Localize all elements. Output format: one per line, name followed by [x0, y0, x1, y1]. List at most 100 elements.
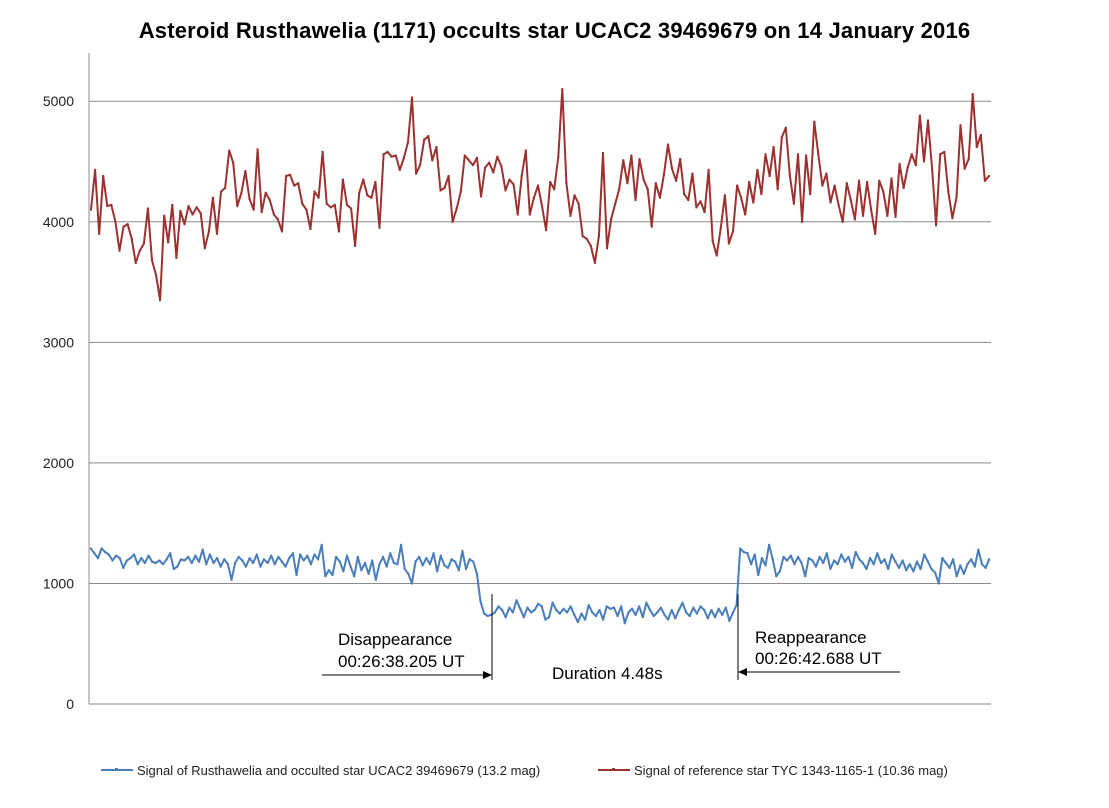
data-point-reference-star	[671, 167, 673, 170]
data-point-reference-star	[813, 120, 816, 123]
data-point-occulted-star	[681, 601, 684, 604]
data-point-reference-star	[732, 230, 734, 233]
data-point-occulted-star	[865, 568, 868, 570]
data-point-occulted-star	[613, 606, 615, 609]
data-point-reference-star	[971, 93, 974, 95]
series-lines	[89, 88, 991, 625]
data-point-reference-star	[683, 193, 686, 196]
data-point-occulted-star	[757, 574, 760, 576]
data-point-reference-star	[313, 190, 316, 193]
data-point-occulted-star	[104, 551, 107, 554]
duration-label: Duration 4.48s	[552, 664, 663, 683]
data-point-occulted-star	[948, 566, 951, 569]
data-point-occulted-star	[674, 617, 677, 620]
data-point-reference-star	[947, 190, 950, 193]
data-point-reference-star	[573, 194, 576, 197]
data-point-reference-star	[415, 172, 418, 175]
data-point-occulted-star	[944, 562, 947, 564]
data-point-occulted-star	[313, 553, 316, 556]
data-point-reference-star	[451, 220, 454, 223]
data-point-reference-star	[528, 213, 531, 216]
data-point-occulted-star	[277, 555, 280, 558]
data-point-reference-star	[350, 207, 353, 210]
data-point-reference-star	[906, 166, 909, 169]
data-point-occulted-star	[208, 553, 211, 556]
y-tick-label: 3000	[43, 334, 74, 350]
data-point-occulted-star	[663, 613, 666, 616]
data-point-occulted-star	[937, 582, 940, 585]
data-point-reference-star	[687, 199, 690, 202]
data-point-occulted-star	[475, 572, 478, 575]
data-point-reference-star	[711, 240, 714, 243]
data-point-occulted-star	[959, 564, 962, 567]
legend-label-occulted-star: Signal of Rusthawelia and occulted star …	[137, 763, 540, 778]
data-point-reference-star	[667, 143, 669, 146]
data-point-occulted-star	[825, 552, 828, 555]
data-point-reference-star	[90, 208, 92, 211]
data-point-reference-star	[817, 153, 820, 156]
data-point-reference-star	[914, 164, 917, 167]
data-point-reference-star	[650, 225, 653, 228]
data-point-reference-star	[939, 153, 942, 156]
data-point-occulted-star	[818, 555, 821, 558]
data-point-reference-star	[126, 223, 129, 226]
data-point-occulted-star	[234, 562, 237, 564]
data-point-reference-star	[707, 168, 710, 171]
data-point-occulted-star	[515, 599, 518, 602]
data-point-occulted-star	[800, 562, 803, 564]
data-point-occulted-star	[962, 572, 965, 575]
data-point-reference-star	[358, 191, 361, 194]
data-point-occulted-star	[901, 559, 904, 562]
data-point-reference-star	[504, 189, 507, 192]
data-point-occulted-star	[746, 552, 749, 555]
data-point-occulted-star	[717, 607, 720, 610]
data-point-reference-star	[256, 148, 259, 151]
data-point-reference-star	[927, 119, 929, 122]
data-point-reference-star	[443, 187, 446, 189]
data-point-occulted-star	[591, 611, 594, 614]
data-point-reference-star	[167, 241, 170, 244]
data-point-occulted-star	[544, 618, 547, 621]
data-point-reference-star	[658, 196, 661, 199]
data-point-reference-star	[138, 249, 141, 252]
series-line-occulted-star	[90, 543, 991, 625]
data-point-occulted-star	[270, 554, 273, 557]
data-point-occulted-star	[338, 560, 341, 563]
data-point-occulted-star	[721, 613, 724, 616]
data-point-occulted-star	[659, 606, 662, 609]
data-point-occulted-star	[912, 570, 915, 573]
data-point-reference-star	[362, 178, 365, 181]
data-point-occulted-star	[158, 559, 161, 562]
data-point-reference-star	[935, 224, 938, 227]
data-point-occulted-star	[649, 609, 651, 611]
data-point-occulted-star	[566, 611, 569, 614]
data-point-occulted-star	[916, 560, 918, 563]
data-point-occulted-star	[540, 605, 543, 608]
data-point-reference-star	[752, 201, 755, 204]
data-point-occulted-star	[291, 552, 294, 555]
data-point-occulted-star	[483, 612, 486, 615]
data-point-reference-star	[630, 154, 633, 157]
data-point-occulted-star	[742, 551, 745, 554]
data-point-reference-star	[402, 156, 405, 159]
data-point-reference-star	[898, 162, 901, 165]
data-point-occulted-star	[602, 618, 605, 621]
data-point-reference-star	[333, 203, 336, 206]
data-point-occulted-star	[703, 609, 706, 611]
data-point-reference-star	[407, 141, 409, 144]
data-point-occulted-star	[143, 562, 146, 564]
data-point-occulted-star	[490, 613, 493, 616]
data-point-reference-star	[484, 166, 487, 169]
data-point-occulted-star	[548, 616, 550, 619]
data-point-reference-star	[874, 232, 877, 235]
data-point-occulted-star	[786, 559, 789, 562]
data-point-occulted-star	[641, 616, 644, 619]
data-point-occulted-star	[410, 582, 413, 585]
data-point-reference-star	[516, 213, 519, 216]
data-point-occulted-star	[479, 600, 482, 603]
data-point-reference-star	[695, 206, 698, 209]
data-point-occulted-star	[421, 564, 424, 567]
data-point-reference-star	[155, 273, 157, 276]
data-point-reference-star	[829, 201, 832, 204]
y-axis-tick-labels: 0 1000 2000 3000 4000 5000	[43, 93, 74, 712]
